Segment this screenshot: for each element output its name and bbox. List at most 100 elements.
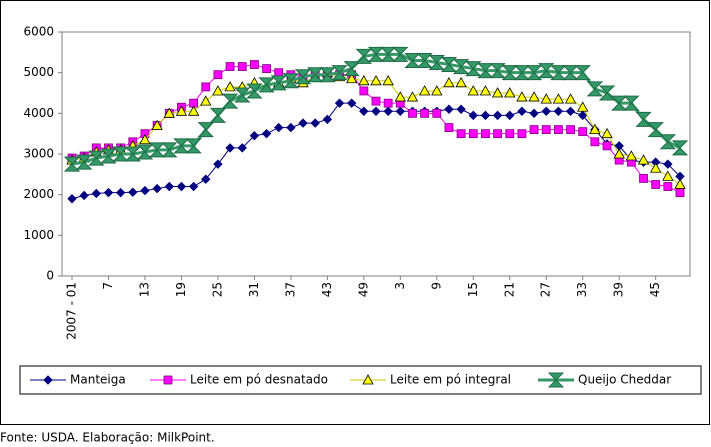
- data-point: [334, 98, 345, 108]
- data-point: [140, 185, 150, 196]
- data-point: [249, 60, 259, 69]
- x-tick-label: 27: [539, 282, 553, 297]
- data-point: [185, 138, 202, 154]
- data-point: [598, 85, 616, 101]
- data-point: [213, 70, 223, 80]
- data-point: [552, 93, 565, 104]
- y-tick-label: 0: [46, 269, 54, 283]
- data-point: [322, 114, 333, 125]
- data-point: [602, 141, 612, 151]
- data-point: [578, 110, 588, 121]
- y-tick-label: 1000: [23, 228, 54, 242]
- data-point: [456, 104, 466, 114]
- x-tick-label: 3: [393, 282, 407, 290]
- data-point: [406, 91, 419, 102]
- data-point: [224, 81, 236, 92]
- data-point: [623, 95, 640, 111]
- data-point: [331, 65, 348, 81]
- data-point: [187, 105, 200, 116]
- legend-label: Queijo Cheddar: [578, 373, 671, 387]
- data-point: [188, 181, 199, 192]
- data-point: [175, 105, 188, 116]
- data-point: [541, 106, 551, 117]
- data-point: [225, 143, 235, 153]
- x-tick-label: 2007 - 01: [65, 282, 79, 340]
- data-point: [298, 118, 308, 128]
- data-point: [359, 86, 369, 96]
- data-point: [139, 133, 151, 145]
- data-point: [79, 190, 89, 201]
- data-point: [286, 122, 296, 133]
- data-point: [577, 101, 589, 112]
- data-point: [468, 129, 478, 139]
- x-tick-label: 9: [429, 282, 443, 290]
- data-point: [659, 134, 677, 150]
- data-point: [564, 93, 577, 104]
- data-point: [491, 87, 504, 98]
- y-tick-label: 5000: [23, 65, 54, 79]
- data-point: [505, 129, 515, 139]
- data-point: [91, 188, 102, 199]
- data-point: [75, 154, 93, 170]
- data-point: [274, 122, 284, 133]
- legend-label: Leite em pó desnatado: [190, 373, 328, 387]
- x-tick-label: 31: [247, 282, 261, 297]
- data-point: [128, 187, 138, 197]
- data-point: [635, 111, 652, 127]
- data-point: [517, 129, 527, 139]
- data-point: [371, 106, 381, 117]
- data-point: [346, 72, 358, 84]
- legend-marker: [43, 375, 53, 385]
- data-point: [432, 108, 442, 118]
- data-point: [625, 150, 638, 161]
- legend-marker: [362, 374, 374, 385]
- data-point: [637, 154, 650, 165]
- legend-marker: [163, 375, 173, 385]
- data-point: [161, 142, 178, 158]
- data-point: [282, 73, 300, 89]
- data-point: [225, 62, 235, 71]
- legend-label: Manteiga: [70, 373, 126, 387]
- data-point: [650, 162, 662, 173]
- data-point: [221, 93, 239, 109]
- y-tick-label: 4000: [23, 106, 54, 120]
- data-point: [359, 106, 369, 117]
- data-point: [152, 183, 162, 194]
- data-point: [444, 123, 454, 132]
- data-point: [383, 98, 393, 108]
- x-tick-label: 39: [612, 282, 626, 297]
- x-tick-label: 13: [137, 282, 151, 297]
- data-point: [310, 118, 320, 128]
- data-point: [529, 108, 539, 119]
- data-point: [639, 173, 648, 183]
- x-tick-label: 19: [174, 282, 188, 297]
- data-point: [394, 91, 406, 102]
- data-point: [370, 74, 382, 86]
- data-point: [262, 64, 271, 73]
- data-point: [493, 129, 503, 139]
- data-point: [540, 93, 552, 104]
- legend-label: Leite em pó integral: [390, 373, 511, 387]
- legend-marker: [547, 372, 565, 388]
- x-tick-label: 37: [283, 282, 297, 297]
- data-point: [164, 181, 174, 192]
- data-point: [392, 46, 409, 62]
- data-point: [601, 127, 613, 139]
- data-point: [554, 125, 563, 134]
- data-point: [234, 87, 251, 103]
- x-tick-label: 49: [356, 282, 370, 297]
- data-point: [574, 65, 591, 81]
- x-tick-label: 7: [101, 282, 115, 290]
- data-point: [408, 108, 417, 118]
- data-point: [671, 140, 689, 156]
- x-tick-label: 25: [210, 282, 224, 297]
- data-point: [382, 74, 394, 86]
- data-point: [586, 81, 604, 97]
- data-point: [358, 74, 370, 86]
- y-tick-label: 3000: [23, 147, 54, 161]
- y-tick-label: 6000: [23, 25, 54, 39]
- data-point: [346, 98, 357, 108]
- data-point: [504, 87, 516, 98]
- data-point: [651, 180, 661, 189]
